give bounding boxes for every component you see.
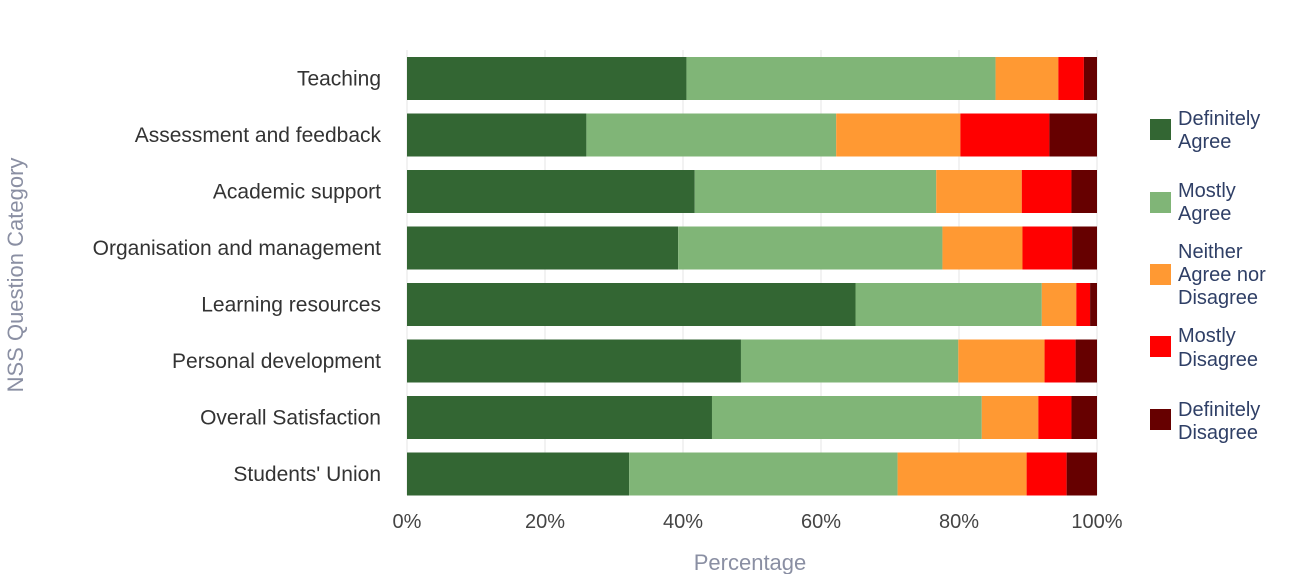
bar-segment bbox=[1026, 452, 1067, 496]
bars bbox=[407, 57, 1097, 496]
category-labels: Teaching Assessment and feedback Academic … bbox=[93, 68, 382, 487]
bar-segment bbox=[942, 226, 1023, 270]
x-tick-label: 40% bbox=[663, 511, 703, 533]
bar-segment bbox=[1049, 113, 1097, 157]
category-label: Academic support bbox=[213, 181, 381, 204]
bar-segment bbox=[1066, 452, 1097, 496]
category-label: Teaching bbox=[297, 68, 381, 91]
legend-label: Neither bbox=[1178, 241, 1243, 263]
bar-segment bbox=[1075, 339, 1097, 383]
category-label: Students' Union bbox=[233, 463, 381, 486]
bar-segment bbox=[1090, 283, 1097, 326]
bar-segment bbox=[960, 113, 1050, 157]
bar-segment bbox=[586, 113, 837, 157]
x-tick-label: 100% bbox=[1071, 511, 1122, 533]
bar-segment bbox=[836, 113, 961, 157]
bar-segment bbox=[995, 57, 1059, 100]
bar-segment bbox=[407, 396, 712, 439]
legend-label: Disagree bbox=[1178, 349, 1258, 371]
bar-segment bbox=[407, 452, 630, 496]
legend-label: Mostly bbox=[1178, 325, 1236, 347]
bar-segment bbox=[407, 113, 587, 157]
legend-label: Disagree bbox=[1178, 287, 1258, 309]
x-tick-label: 0% bbox=[393, 511, 422, 533]
bar-segment bbox=[855, 283, 1042, 326]
y-axis-title: NSS Question Category bbox=[3, 158, 28, 393]
bar-segment bbox=[1083, 57, 1097, 100]
bar-segment bbox=[897, 452, 1027, 496]
bar-segment bbox=[407, 170, 695, 213]
bar-segment bbox=[1058, 57, 1084, 100]
category-label: Personal development bbox=[172, 350, 381, 373]
legend-label: Agree nor bbox=[1178, 264, 1266, 286]
x-tick-labels: 0% 20% 40% 60% 80% 100% bbox=[393, 511, 1123, 533]
bar-segment bbox=[711, 396, 982, 439]
bar-segment bbox=[1022, 226, 1073, 270]
bar-segment bbox=[407, 283, 856, 326]
legend-swatch bbox=[1150, 336, 1171, 357]
x-tick-label: 60% bbox=[801, 511, 841, 533]
category-label: Assessment and feedback bbox=[135, 124, 382, 147]
bar-segment bbox=[958, 339, 1045, 383]
bar-segment bbox=[407, 339, 741, 383]
bar-segment bbox=[1021, 170, 1072, 213]
bar-segment bbox=[407, 226, 679, 270]
legend-label: Mostly bbox=[1178, 180, 1236, 202]
legend-swatch bbox=[1150, 264, 1171, 285]
x-tick-label: 80% bbox=[939, 511, 979, 533]
legend-swatch bbox=[1150, 119, 1171, 140]
bar-segment bbox=[981, 396, 1039, 439]
bar-segment bbox=[1071, 396, 1097, 439]
legend-swatch bbox=[1150, 192, 1171, 213]
bar-segment bbox=[686, 57, 996, 100]
bar-segment bbox=[1044, 339, 1076, 383]
bar-segment bbox=[1038, 396, 1072, 439]
bar-segment bbox=[936, 170, 1022, 213]
category-label: Learning resources bbox=[201, 294, 381, 317]
legend-label: Disagree bbox=[1178, 422, 1258, 444]
legend-label: Definitely bbox=[1178, 399, 1260, 421]
legend-label: Agree bbox=[1178, 131, 1231, 153]
legend-label: Agree bbox=[1178, 203, 1231, 225]
category-label: Organisation and management bbox=[93, 237, 382, 260]
legend-swatch bbox=[1150, 409, 1171, 430]
bar-segment bbox=[1071, 170, 1097, 213]
bar-segment bbox=[678, 226, 943, 270]
bar-segment bbox=[740, 339, 959, 383]
bar-segment bbox=[694, 170, 937, 213]
bar-segment bbox=[629, 452, 898, 496]
category-label: Overall Satisfaction bbox=[200, 407, 381, 430]
bar-segment bbox=[1072, 226, 1097, 270]
x-axis-title: Percentage bbox=[694, 550, 807, 574]
bar-segment bbox=[1076, 283, 1091, 326]
bar-segment bbox=[1041, 283, 1077, 326]
bar-segment bbox=[407, 57, 687, 100]
x-tick-label: 20% bbox=[525, 511, 565, 533]
legend-label: Definitely bbox=[1178, 108, 1260, 130]
